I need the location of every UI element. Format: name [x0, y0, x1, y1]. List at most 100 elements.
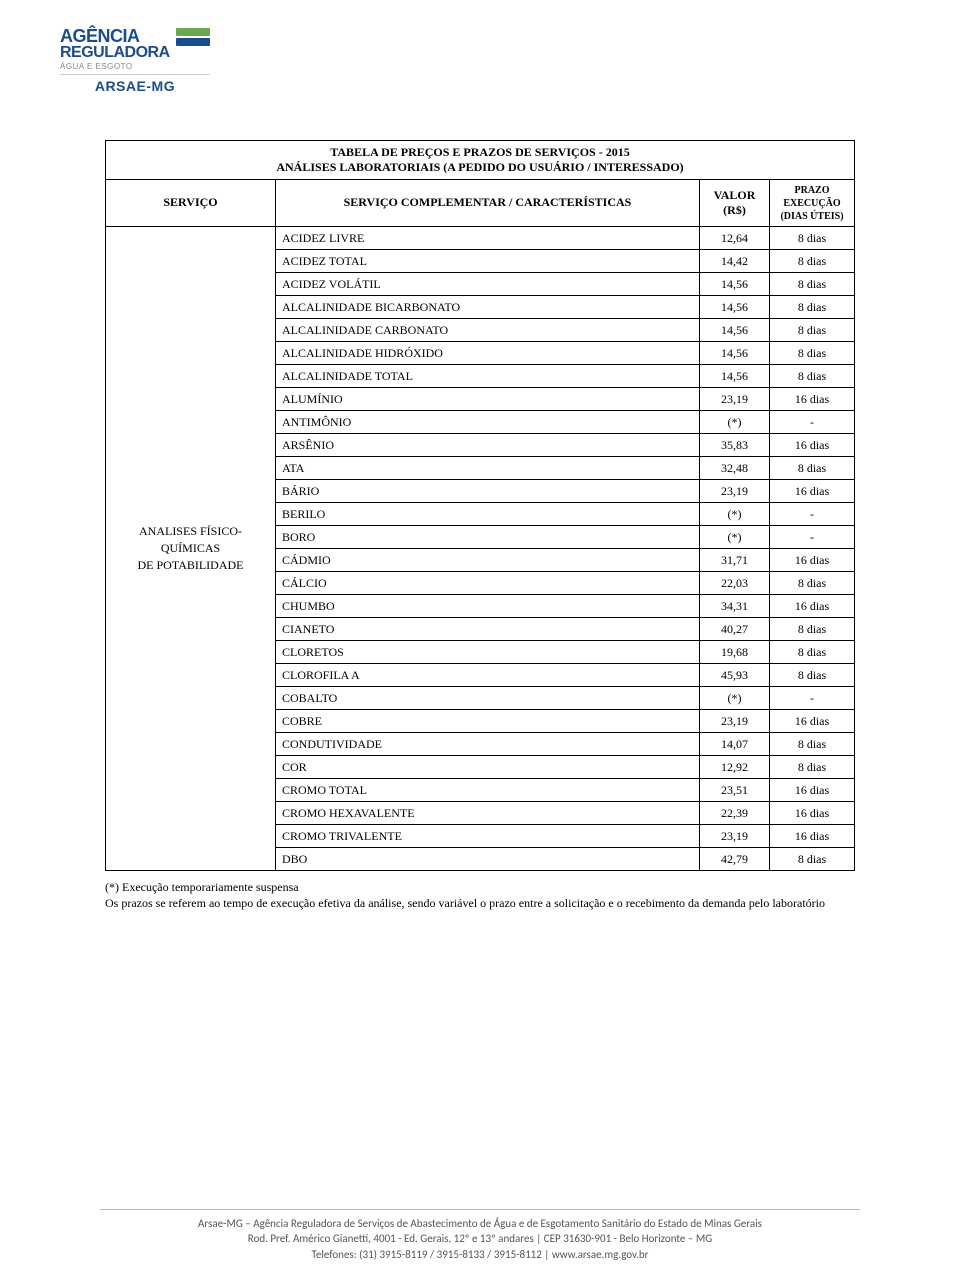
table-row: ANALISES FÍSICO-QUÍMICASDE POTABILIDADEA… — [106, 227, 855, 250]
characteristic-cell: COBALTO — [276, 687, 700, 710]
characteristic-cell: CROMO TOTAL — [276, 779, 700, 802]
valor-cell: (*) — [700, 526, 770, 549]
prazo-cell: - — [770, 687, 855, 710]
characteristic-cell: CÁDMIO — [276, 549, 700, 572]
characteristic-cell: ALCALINIDADE CARBONATO — [276, 319, 700, 342]
prazo-cell: 16 dias — [770, 802, 855, 825]
characteristic-cell: CROMO HEXAVALENTE — [276, 802, 700, 825]
characteristic-cell: ACIDEZ LIVRE — [276, 227, 700, 250]
footer-l2: Rod. Pref. Américo Gianetti, 4001 - Ed. … — [100, 1231, 860, 1246]
footer-l1: Arsae-MG – Agência Reguladora de Serviço… — [100, 1216, 860, 1231]
prazo-cell: 8 dias — [770, 319, 855, 342]
prazo-cell: 16 dias — [770, 480, 855, 503]
prazo-cell: 8 dias — [770, 365, 855, 388]
characteristic-cell: COBRE — [276, 710, 700, 733]
valor-cell: 23,19 — [700, 710, 770, 733]
characteristic-cell: BERILO — [276, 503, 700, 526]
prazo-cell: 16 dias — [770, 710, 855, 733]
logo-sub: ÁGUA E ESGOTO — [60, 62, 210, 71]
characteristic-cell: CHUMBO — [276, 595, 700, 618]
prazo-cell: 8 dias — [770, 664, 855, 687]
valor-cell: 40,27 — [700, 618, 770, 641]
prazo-cell: 8 dias — [770, 641, 855, 664]
valor-cell: 14,56 — [700, 365, 770, 388]
characteristic-cell: CÁLCIO — [276, 572, 700, 595]
prazo-cell: 8 dias — [770, 342, 855, 365]
characteristic-cell: CLORETOS — [276, 641, 700, 664]
prazo-cell: 8 dias — [770, 618, 855, 641]
characteristic-cell: BORO — [276, 526, 700, 549]
valor-cell: 34,31 — [700, 595, 770, 618]
prazo-cell: 8 dias — [770, 296, 855, 319]
characteristic-cell: ALCALINIDADE HIDRÓXIDO — [276, 342, 700, 365]
valor-cell: 45,93 — [700, 664, 770, 687]
characteristic-cell: CLOROFILA A — [276, 664, 700, 687]
characteristic-cell: ALUMÍNIO — [276, 388, 700, 411]
service-group-cell: ANALISES FÍSICO-QUÍMICASDE POTABILIDADE — [106, 227, 276, 871]
logo-line2: REGULADORA — [60, 45, 170, 60]
valor-cell: 22,39 — [700, 802, 770, 825]
valor-cell: 12,64 — [700, 227, 770, 250]
valor-cell: 31,71 — [700, 549, 770, 572]
characteristic-cell: ATA — [276, 457, 700, 480]
valor-cell: (*) — [700, 503, 770, 526]
valor-cell: 19,68 — [700, 641, 770, 664]
table-header-row: SERVIÇO SERVIÇO COMPLEMENTAR / CARACTERÍ… — [106, 180, 855, 227]
footer: Arsae-MG – Agência Reguladora de Serviço… — [100, 1209, 860, 1262]
valor-cell: 23,19 — [700, 388, 770, 411]
prazo-cell: - — [770, 503, 855, 526]
hdr-prazo: PRAZO EXECUÇÃO (DIAS ÚTEIS) — [770, 180, 855, 227]
table-title-row: TABELA DE PREÇOS E PRAZOS DE SERVIÇOS - … — [106, 141, 855, 180]
valor-cell: (*) — [700, 687, 770, 710]
price-table: TABELA DE PREÇOS E PRAZOS DE SERVIÇOS - … — [105, 140, 855, 871]
valor-cell: 42,79 — [700, 848, 770, 871]
prazo-cell: 16 dias — [770, 549, 855, 572]
valor-cell: (*) — [700, 411, 770, 434]
valor-cell: 14,56 — [700, 273, 770, 296]
table-title-1: TABELA DE PREÇOS E PRAZOS DE SERVIÇOS - … — [330, 145, 629, 159]
valor-cell: 14,56 — [700, 319, 770, 342]
footnote: (*) Execução temporariamente suspensa Os… — [105, 879, 855, 911]
characteristic-cell: ANTIMÔNIO — [276, 411, 700, 434]
prazo-cell: 8 dias — [770, 848, 855, 871]
valor-cell: 35,83 — [700, 434, 770, 457]
table-title-2: ANÁLISES LABORATORIAIS (A PEDIDO DO USUÁ… — [276, 160, 683, 174]
logo-line1: AGÊNCIA — [60, 28, 170, 45]
hdr-complementar: SERVIÇO COMPLEMENTAR / CARACTERÍSTICAS — [276, 180, 700, 227]
valor-cell: 14,56 — [700, 296, 770, 319]
prazo-cell: 8 dias — [770, 227, 855, 250]
prazo-cell: 8 dias — [770, 273, 855, 296]
characteristic-cell: ALCALINIDADE TOTAL — [276, 365, 700, 388]
footnote-2: Os prazos se referem ao tempo de execuçã… — [105, 895, 855, 911]
prazo-cell: 16 dias — [770, 434, 855, 457]
valor-cell: 14,42 — [700, 250, 770, 273]
hdr-valor: VALOR (R$) — [700, 180, 770, 227]
prazo-cell: - — [770, 526, 855, 549]
valor-cell: 23,19 — [700, 825, 770, 848]
logo: AGÊNCIA REGULADORA ÁGUA E ESGOTO ARSAE-M… — [60, 28, 210, 94]
characteristic-cell: ACIDEZ VOLÁTIL — [276, 273, 700, 296]
prazo-cell: 8 dias — [770, 250, 855, 273]
prazo-cell: 8 dias — [770, 572, 855, 595]
prazo-cell: 16 dias — [770, 825, 855, 848]
prazo-cell: 16 dias — [770, 388, 855, 411]
valor-cell: 14,56 — [700, 342, 770, 365]
prazo-cell: 16 dias — [770, 595, 855, 618]
characteristic-cell: COR — [276, 756, 700, 779]
characteristic-cell: ARSÊNIO — [276, 434, 700, 457]
prazo-cell: 8 dias — [770, 457, 855, 480]
valor-cell: 22,03 — [700, 572, 770, 595]
characteristic-cell: ALCALINIDADE BICARBONATO — [276, 296, 700, 319]
content: TABELA DE PREÇOS E PRAZOS DE SERVIÇOS - … — [105, 140, 855, 912]
valor-cell: 12,92 — [700, 756, 770, 779]
logo-bars-icon — [176, 28, 210, 46]
characteristic-cell: CONDUTIVIDADE — [276, 733, 700, 756]
logo-arsae: ARSAE-MG — [60, 74, 210, 94]
footnote-1: (*) Execução temporariamente suspensa — [105, 879, 855, 895]
characteristic-cell: CIANETO — [276, 618, 700, 641]
prazo-cell: 16 dias — [770, 779, 855, 802]
valor-cell: 32,48 — [700, 457, 770, 480]
valor-cell: 14,07 — [700, 733, 770, 756]
characteristic-cell: BÁRIO — [276, 480, 700, 503]
characteristic-cell: DBO — [276, 848, 700, 871]
